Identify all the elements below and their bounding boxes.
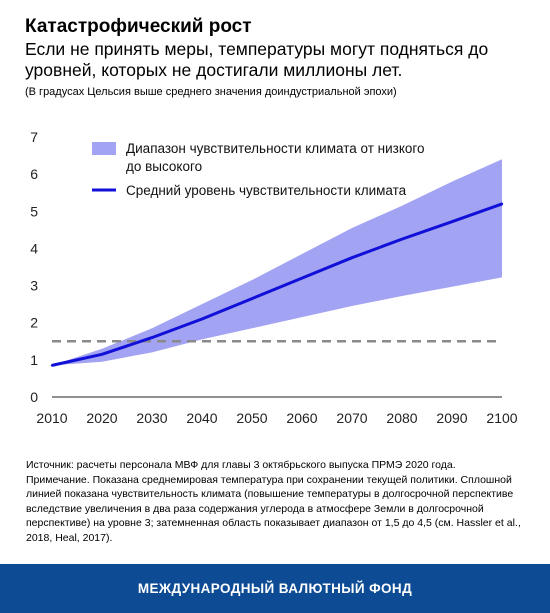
line-point	[250, 297, 254, 300]
line-point	[500, 202, 504, 206]
y-tick-label: 3	[30, 278, 38, 294]
methodology-note: Примечание. Показана среднемировая темпе…	[26, 473, 521, 544]
legend-label-band: Диапазон чувствительности климата от низ…	[126, 141, 425, 156]
line-point	[150, 336, 154, 339]
x-tick-label: 2010	[36, 410, 67, 426]
y-tick-label: 5	[30, 203, 38, 219]
line-point	[200, 317, 204, 321]
line-point	[300, 276, 304, 280]
line-point	[450, 220, 454, 223]
x-tick-label: 2090	[436, 410, 467, 426]
y-tick-label: 7	[30, 129, 38, 145]
x-tick-label: 2040	[186, 410, 217, 426]
x-tick-label: 2070	[336, 410, 367, 426]
chart-title: Катастрофический рост	[25, 16, 252, 37]
legend-label-band: до высокого	[126, 159, 202, 174]
x-tick-label: 2050	[236, 410, 267, 426]
unit-note: (В градусах Цельсия выше среднего значен…	[25, 86, 397, 98]
x-tick-label: 2100	[486, 410, 517, 426]
y-tick-label: 2	[30, 315, 38, 331]
line-point	[100, 353, 104, 356]
legend-swatch-band	[92, 142, 116, 155]
line-point	[50, 364, 54, 367]
footer-bar: МЕЖДУНАРОДНЫЙ ВАЛЮТНЫЙ ФОНД	[0, 564, 550, 613]
y-tick-label: 6	[30, 166, 38, 182]
x-tick-label: 2030	[136, 410, 167, 426]
central-estimate-line	[51, 202, 503, 367]
source-note: Источник: расчеты персонала МВФ для глав…	[26, 459, 456, 471]
org-name: МЕЖДУНАРОДНЫЙ ВАЛЮТНЫЙ ФОНД	[137, 581, 413, 596]
x-tick-label: 2020	[86, 410, 117, 426]
temperature-chart: 0 1 2 3 4 5 6 7 2010 2020 2030 2040 2050 2060 2070 2080…	[30, 129, 518, 426]
footnotes: Источник: расчеты персонала МВФ для глав…	[26, 458, 531, 546]
sensitivity-range-band	[52, 159, 502, 366]
y-tick-label: 0	[30, 389, 38, 405]
legend-label-line: Средний уровень чувствительности климата	[126, 183, 407, 198]
chart-subtitle: Если не принять меры, температуры могут …	[25, 39, 489, 80]
chart-header: Катастрофический рост Если не принять ме…	[25, 16, 540, 99]
y-tick-label: 4	[30, 240, 38, 256]
line-point	[400, 237, 404, 241]
x-tick-label: 2080	[386, 410, 417, 426]
x-tick-label: 2060	[286, 410, 317, 426]
y-tick-label: 1	[30, 352, 38, 368]
line-point	[350, 256, 354, 259]
